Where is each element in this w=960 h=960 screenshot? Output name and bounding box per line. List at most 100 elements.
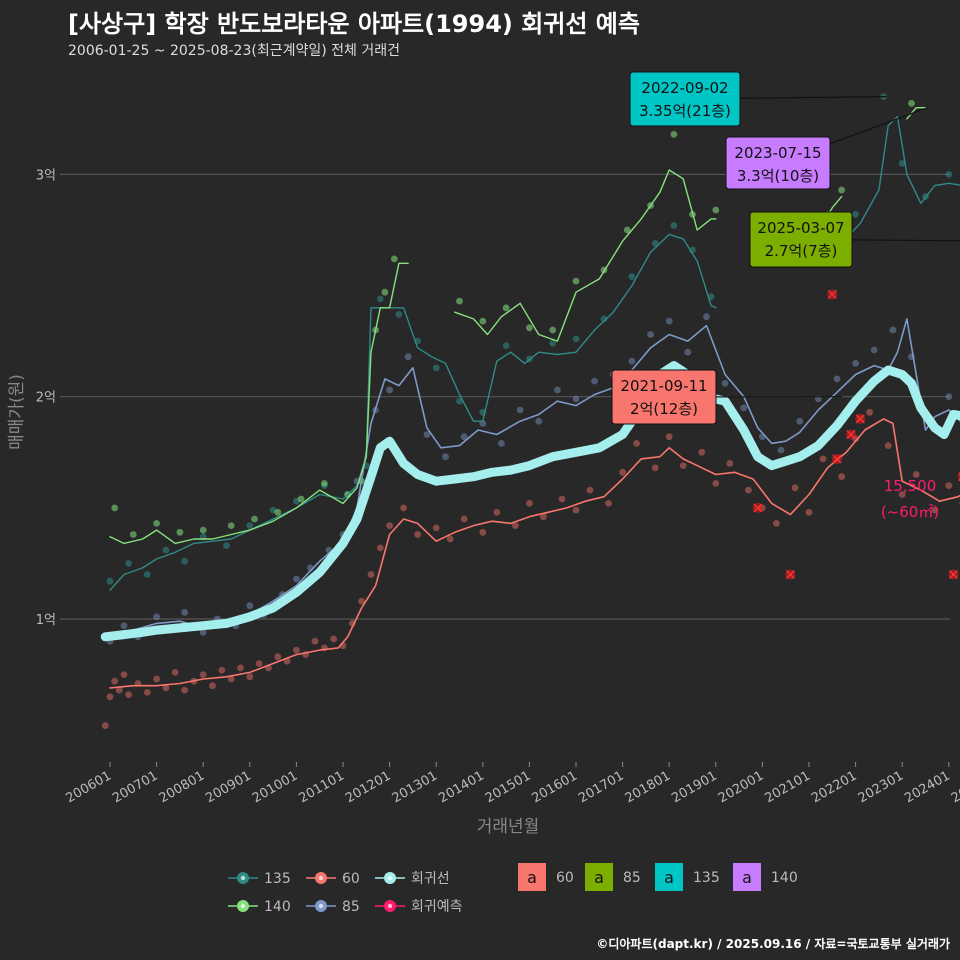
- scatter-point-60: [586, 486, 594, 494]
- chart-title: [사상구] 학장 반도보라타운 아파트(1994) 회귀선 예측: [68, 10, 640, 38]
- scatter-point-140: [549, 326, 557, 334]
- x-tick-label: 200601: [64, 768, 114, 806]
- scatter-point-135: [246, 522, 254, 529]
- scatter-point-85: [423, 431, 431, 438]
- chart-subtitle: 2006-01-25 ~ 2025-08-23(최근계약일) 전체 거래건: [68, 43, 400, 59]
- annotation-date: 2022-09-02: [641, 79, 728, 97]
- y-axis-title: 매매가(원): [7, 374, 27, 450]
- scatter-point-140: [321, 480, 328, 487]
- legend-fill-label: 60: [556, 870, 574, 886]
- scatter-point-140: [670, 131, 678, 138]
- annotation-box: [611, 369, 717, 425]
- scatter-point-60: [237, 664, 244, 672]
- scatter-point-135: [432, 364, 440, 372]
- scatter-point-140: [129, 531, 137, 538]
- scatter-point-60: [293, 646, 300, 654]
- scatter-point-140: [297, 495, 305, 503]
- scatter-point-85: [498, 440, 505, 447]
- legend-fill-key: [518, 863, 546, 891]
- annotation-value: 2.7억(7층): [765, 242, 838, 260]
- crossed-point-mark: [948, 570, 958, 580]
- scatter-point-60: [367, 571, 375, 578]
- legend-dot-center: [318, 903, 324, 909]
- axis-layer: 1억 2억 3억 2006012007012008012009012010012011…: [7, 168, 960, 837]
- legend-line-label: 85: [342, 899, 360, 915]
- scatter-point-60: [227, 675, 235, 683]
- scatter-point-135: [600, 315, 608, 323]
- crossed-point-mark: [827, 289, 837, 299]
- scatter-point-60: [218, 666, 226, 674]
- annotation-box: [725, 136, 831, 190]
- prediction-price-label: 15,500: [884, 477, 937, 495]
- y-tick-label: 3억: [36, 168, 56, 183]
- scatter-point-60: [884, 442, 892, 449]
- crossed-point-mark: [832, 454, 842, 464]
- x-tick-label: 201801: [623, 768, 673, 806]
- footer-credit: ©디아파트(dapt.kr) / 2025.09.16 / 자료=국토교통부 실…: [596, 937, 950, 951]
- scatter-point-60: [181, 686, 189, 694]
- x-tick-label: 202501: [949, 768, 960, 806]
- scatter-point-60: [414, 531, 421, 538]
- scatter-point-135: [670, 222, 678, 229]
- scatter-point-140: [908, 99, 915, 107]
- series-line-135: [109, 233, 717, 591]
- scatter-point-135: [395, 311, 403, 318]
- scatter-point-135: [502, 342, 510, 349]
- scatter-point-60: [679, 462, 687, 469]
- x-tick-label: 201301: [390, 768, 440, 806]
- legend-line-label: 140: [264, 899, 291, 915]
- scatter-point-140: [227, 522, 235, 529]
- scatter-point-135: [223, 542, 230, 549]
- scatter-point-60: [376, 544, 384, 552]
- x-tick-label: 201201: [343, 768, 393, 806]
- scatter-point-135: [945, 171, 953, 178]
- crossed-point-mark: [785, 570, 795, 580]
- legend-line-label: 60: [342, 871, 360, 887]
- scatter-point-135: [549, 339, 557, 347]
- crossed-point-mark: [846, 429, 856, 439]
- crossed-points-layer: [752, 289, 960, 580]
- scatter-point-135: [143, 571, 151, 578]
- series-line-60: [109, 418, 960, 689]
- scatter-point-85: [153, 613, 161, 621]
- x-tick-label: 200901: [203, 768, 253, 806]
- crossed-point: [957, 472, 960, 481]
- scatter-point-85: [889, 326, 897, 334]
- scatter-layer: [101, 93, 960, 730]
- scatter-point-85: [870, 346, 878, 354]
- x-tick-label: 201401: [436, 768, 486, 806]
- series-line-140: [906, 107, 927, 120]
- scatter-point-140: [456, 297, 463, 305]
- scatter-point-60: [479, 528, 487, 536]
- scatter-point-60: [125, 691, 132, 698]
- x-tick-label: 201501: [483, 768, 533, 806]
- scatter-point-60: [153, 675, 161, 683]
- scatter-point-85: [246, 602, 254, 610]
- annotation-date: 2023-07-15: [734, 144, 821, 162]
- scatter-point-140: [199, 526, 207, 534]
- x-tick-label: 201001: [250, 768, 300, 806]
- scatter-point-140: [176, 528, 184, 536]
- legend-line-label: 135: [264, 871, 291, 887]
- scatter-point-140: [623, 226, 631, 234]
- scatter-point-135: [106, 577, 114, 585]
- scatter-point-60: [199, 671, 207, 678]
- scatter-point-85: [535, 417, 543, 425]
- legend-fill-label: 85: [623, 870, 641, 886]
- scatter-point-140: [838, 186, 845, 194]
- legend-dot-center: [240, 903, 246, 909]
- legend-fill-glyph: a: [742, 868, 752, 887]
- scatter-point-60: [358, 597, 365, 605]
- scatter-point-135: [162, 546, 170, 554]
- crossed-point-mark: [855, 414, 865, 424]
- y-tick-label: 2억: [36, 391, 56, 406]
- x-tick-label: 201101: [297, 768, 347, 806]
- scatter-point-60: [526, 500, 533, 507]
- x-tick-label: 201901: [669, 768, 719, 806]
- scatter-point-60: [330, 635, 338, 643]
- scatter-point-140: [153, 520, 161, 527]
- scatter-point-85: [572, 395, 580, 403]
- scatter-point-60: [605, 500, 612, 507]
- scatter-point-140: [390, 255, 398, 263]
